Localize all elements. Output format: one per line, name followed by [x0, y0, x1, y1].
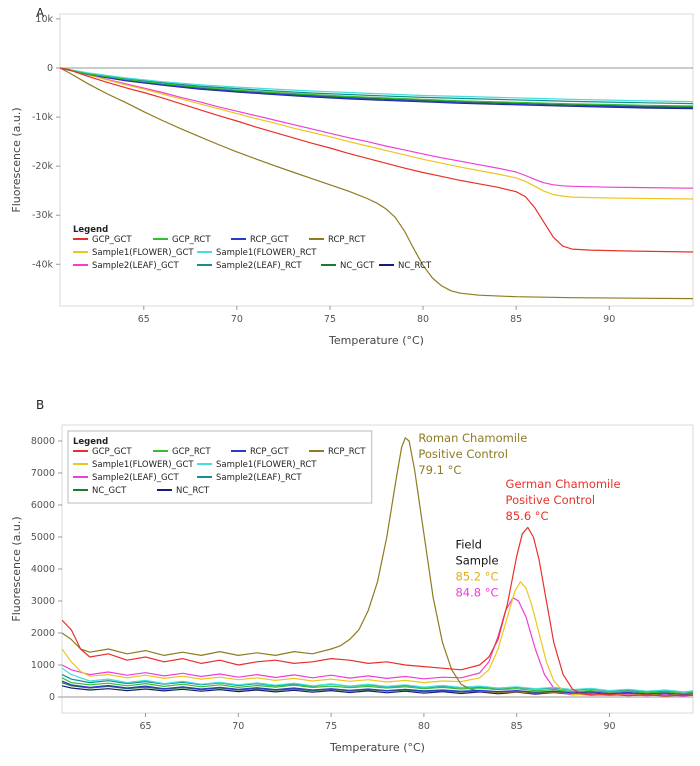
legend-label-RCP_RCT: RCP_RCT	[328, 447, 366, 457]
x-tick-label: 90	[603, 721, 615, 732]
series-group	[60, 67, 693, 300]
panel-b-chart: 65 70 75 80 85 90 0 1000 2000 3000 4000 5000 6000 700…	[10, 424, 694, 754]
legend-label-RCP_GCT: RCP_GCT	[250, 447, 289, 457]
legend-label-Sample1(FLOWER)_RCT: Sample1(FLOWER)_RCT	[216, 248, 317, 258]
legend-title: Legend	[73, 225, 108, 235]
y-axis-label: Fluorescence (a.u.)	[10, 516, 23, 621]
annotation-line: Positive Control	[506, 493, 596, 507]
annotation-line: Sample	[455, 553, 498, 567]
legend-label-Sample2(LEAF)_GCT: Sample2(LEAF)_GCT	[92, 473, 179, 483]
y-tick-label: 3000	[31, 596, 55, 607]
y-tick-label: 0	[49, 692, 55, 703]
series-line-Sample1(FLOWER)_GCT	[60, 67, 693, 200]
series-group	[62, 437, 693, 697]
y-tick-label: 5000	[31, 532, 55, 543]
series-line-Sample1(FLOWER)_RCT	[60, 67, 693, 103]
legend-label-Sample1(FLOWER)_GCT: Sample1(FLOWER)_GCT	[92, 248, 194, 258]
series-line-GCP_RCT	[62, 677, 693, 695]
legend-label-Sample2(LEAF)_RCT: Sample2(LEAF)_RCT	[216, 473, 302, 483]
x-tick-label: 65	[139, 721, 151, 732]
series-line-NC_RCT	[60, 67, 693, 110]
panel-b-label: B	[36, 398, 45, 412]
x-axis-label: Temperature (°C)	[329, 741, 425, 754]
legend-label-NC_RCT: NC_RCT	[176, 486, 210, 496]
annotation-line: Positive Control	[418, 447, 508, 461]
roman-chamomile-annotation: Roman Chamomile Positive Control 79.1 °C	[418, 431, 527, 477]
legend-label-GCP_GCT: GCP_GCT	[92, 235, 132, 245]
annotation-line: German Chamomile	[506, 477, 621, 491]
x-tick-label: 65	[138, 314, 150, 325]
legend-label-Sample1(FLOWER)_RCT: Sample1(FLOWER)_RCT	[216, 460, 317, 470]
y-tick-label: 8000	[31, 436, 55, 447]
legend-label-NC_RCT: NC_RCT	[398, 261, 432, 271]
y-axis-label: Fluorescence (a.u.)	[10, 107, 23, 212]
legend-label-RCP_RCT: RCP_RCT	[328, 235, 366, 245]
series-line-GCP_GCT	[60, 67, 693, 253]
y-tick-label: 7000	[31, 468, 55, 479]
legend-label-NC_GCT: NC_GCT	[340, 261, 375, 271]
y-tick-label: -30k	[32, 210, 54, 221]
annotation-line: 85.6 °C	[506, 509, 549, 523]
series-line-Sample2(LEAF)_GCT	[60, 67, 693, 189]
german-chamomile-annotation: German Chamomile Positive Control 85.6 °C	[506, 477, 621, 523]
legend-label-RCP_GCT: RCP_GCT	[250, 235, 289, 245]
y-tick-label: 1000	[31, 660, 55, 671]
series-line-Sample1(FLOWER)_GCT	[62, 581, 693, 697]
y-tick-label: 0	[47, 63, 53, 74]
x-tick-label: 85	[510, 314, 522, 325]
legend-label-GCP_RCT: GCP_RCT	[172, 235, 211, 245]
legend-label-GCP_RCT: GCP_RCT	[172, 447, 211, 457]
y-tick-label: -40k	[32, 259, 54, 270]
annotation-line: Field	[455, 537, 482, 551]
field-sample-annotation: Field Sample 85.2 °C 84.8 °C	[455, 537, 498, 599]
legend-box	[67, 430, 373, 504]
x-tick-label: 75	[324, 314, 336, 325]
x-tick-label: 75	[325, 721, 337, 732]
x-tick-label: 70	[231, 314, 243, 325]
series-line-Sample2(LEAF)_RCT	[60, 67, 693, 105]
series-line-RCP_RCT	[62, 437, 693, 695]
y-tick-label: -10k	[32, 112, 54, 123]
legend-label-Sample1(FLOWER)_GCT: Sample1(FLOWER)_GCT	[92, 460, 194, 470]
series-line-GCP_RCT	[60, 67, 693, 107]
y-tick-label: 2000	[31, 628, 55, 639]
panel-a-label: A	[36, 6, 45, 20]
series-line-NC_GCT	[60, 67, 693, 108]
series-line-RCP_RCT	[60, 67, 693, 300]
plot-frame	[59, 13, 694, 307]
y-tick-label: 6000	[31, 500, 55, 511]
x-tick-label: 90	[603, 314, 615, 325]
panel-a-chart: 65 70 75 80 85 90 10k 0 -10k -20k -30k -40k Temperat…	[10, 13, 694, 347]
series-line-Sample1(FLOWER)_RCT	[62, 667, 693, 693]
annotation-line: 84.8 °C	[455, 585, 498, 599]
legend-title: Legend	[73, 437, 108, 447]
legend-label-Sample2(LEAF)_GCT: Sample2(LEAF)_GCT	[92, 261, 179, 271]
x-tick-label: 80	[417, 314, 429, 325]
y-tick-label: -20k	[32, 161, 54, 172]
x-axis-label: Temperature (°C)	[328, 334, 424, 347]
annotation-line: Roman Chamomile	[418, 431, 527, 445]
legend-label-NC_GCT: NC_GCT	[92, 486, 127, 496]
series-line-GCP_GCT	[62, 526, 693, 697]
annotation-line: 79.1 °C	[418, 463, 461, 477]
series-line-RCP_GCT	[60, 67, 693, 109]
x-tick-label: 80	[418, 721, 430, 732]
x-tick-label: 70	[232, 721, 244, 732]
y-tick-label: 10k	[35, 14, 53, 25]
series-line-RCP_GCT	[62, 680, 693, 695]
legend-label-Sample2(LEAF)_RCT: Sample2(LEAF)_RCT	[216, 261, 302, 271]
annotation-line: 85.2 °C	[455, 569, 498, 583]
legend-label-GCP_GCT: GCP_GCT	[92, 447, 132, 457]
y-tick-label: 4000	[31, 564, 55, 575]
x-tick-label: 85	[511, 721, 523, 732]
